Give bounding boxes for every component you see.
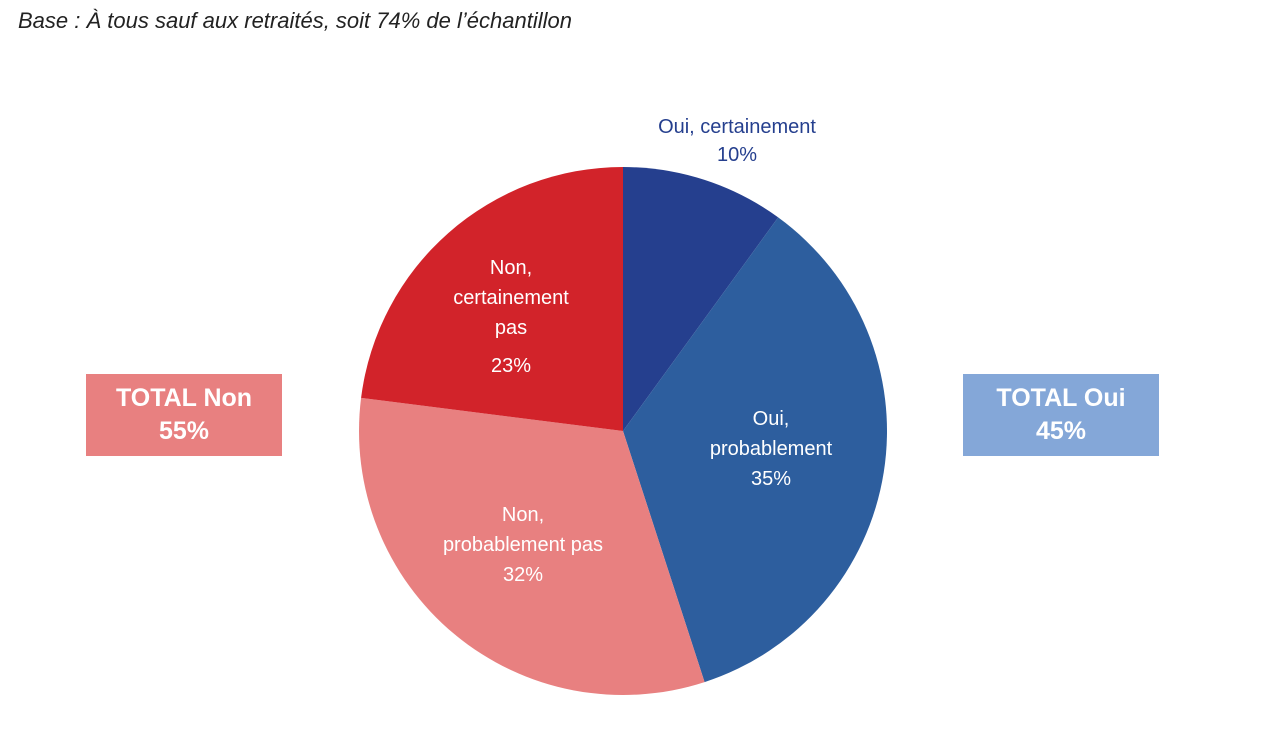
slice-non-probablement-pas [359,397,705,696]
slice-oui-certainement-label: Oui, certainement 10% [658,116,816,166]
total-oui-label: TOTAL Oui [996,384,1126,412]
slice-oui-probablement-value: 35% [751,468,791,490]
slice-non-certainement-pas [361,167,623,431]
total-non-box: TOTAL Non 55% [86,374,282,456]
slice-oui-certainement [623,167,779,431]
slice-non-certainement-pas-label: Non, certainement pas 23% [453,257,569,377]
slice-non-certainement-pas-value: 23% [491,355,531,377]
slice-oui-probablement-label: Oui, probablement 35% [710,408,833,490]
slice-oui-probablement [623,217,887,683]
total-oui-box: TOTAL Oui 45% [963,374,1159,456]
slice-non-probablement-pas-value: 32% [503,564,543,586]
base-note: Base : À tous sauf aux retraités, soit 7… [18,8,572,33]
slice-non-probablement-pas-label: Non, probablement pas 32% [443,504,603,586]
slice-oui-certainement-value: 10% [717,144,757,166]
total-oui-value: 45% [1035,417,1087,445]
total-non-label: TOTAL Non [115,384,253,412]
total-non-value: 55% [158,417,210,445]
